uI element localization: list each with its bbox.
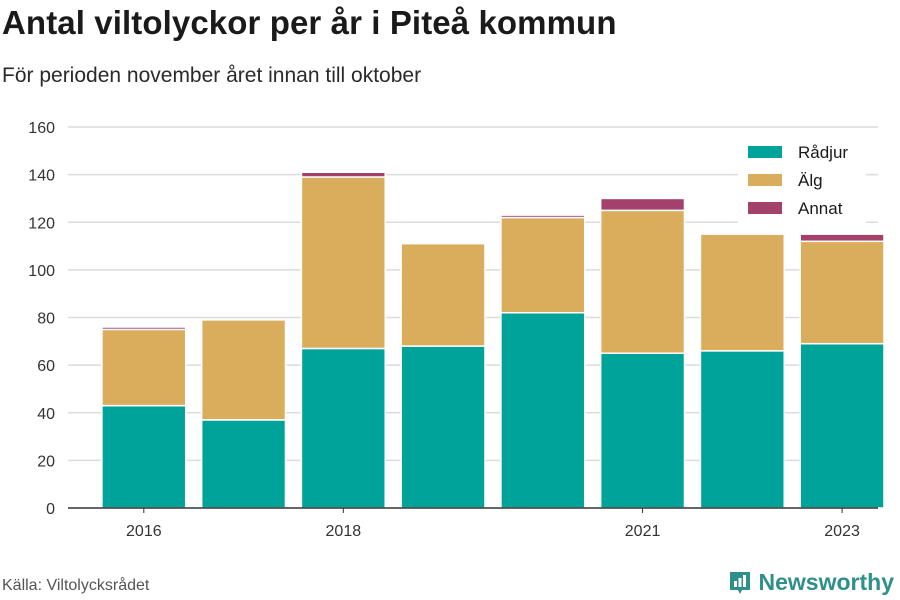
y-tick-label: 120 bbox=[28, 215, 55, 232]
bar-segment bbox=[799, 240, 885, 345]
brand-logo: Newsworthy bbox=[728, 569, 894, 596]
x-tick-label: 2016 bbox=[126, 523, 162, 540]
bar-segment bbox=[300, 176, 386, 350]
bar-segment bbox=[500, 311, 586, 509]
x-tick-label: 2021 bbox=[625, 523, 661, 540]
bar-segment bbox=[400, 242, 486, 347]
chart-subtitle: För perioden november året innan till ok… bbox=[2, 64, 422, 87]
y-tick-label: 0 bbox=[46, 501, 55, 518]
x-tick-label: 2018 bbox=[326, 523, 362, 540]
legend-swatch bbox=[748, 146, 782, 158]
legend-label: Annat bbox=[798, 199, 843, 218]
bar-segment bbox=[200, 319, 287, 421]
source-note: Källa: Viltolycksrådet bbox=[2, 577, 150, 594]
legend-label: Rådjur bbox=[798, 143, 848, 162]
brand-name: Newsworthy bbox=[758, 569, 894, 595]
x-tick-label: 2023 bbox=[824, 523, 860, 540]
y-tick-label: 60 bbox=[37, 358, 55, 375]
bar-segment bbox=[300, 347, 386, 509]
bar-segment bbox=[300, 171, 386, 178]
y-tick-label: 20 bbox=[37, 453, 55, 470]
legend-swatch bbox=[748, 174, 782, 186]
bar-segment bbox=[799, 233, 885, 243]
chart-title: Antal viltolyckor per år i Piteå kommun bbox=[2, 4, 617, 41]
axes: 0 20 40 60 80 100 120 140 160 2016 2018 2021 2023 bbox=[28, 120, 878, 540]
bar-segment bbox=[699, 233, 785, 352]
y-tick-label: 80 bbox=[37, 311, 55, 328]
bar-segment bbox=[101, 326, 187, 331]
bar-segment bbox=[799, 342, 885, 509]
bar-segment bbox=[400, 345, 486, 509]
bar-segment bbox=[101, 328, 187, 407]
legend: Rådjur Älg Annat bbox=[738, 138, 866, 224]
y-tick-label: 100 bbox=[28, 263, 55, 280]
bar-segment bbox=[500, 214, 586, 219]
bar-segment bbox=[599, 352, 686, 509]
y-tick-label: 40 bbox=[37, 406, 55, 423]
bar-segment bbox=[599, 197, 686, 212]
bar-segment bbox=[599, 209, 686, 354]
y-tick-label: 140 bbox=[28, 168, 55, 185]
y-tick-label: 160 bbox=[28, 120, 55, 137]
bar-segment bbox=[200, 419, 287, 509]
bar-segment bbox=[699, 350, 785, 509]
bars bbox=[101, 171, 885, 509]
bar-segment bbox=[101, 404, 187, 509]
legend-swatch bbox=[748, 202, 782, 214]
bar-segment bbox=[500, 216, 586, 314]
newsworthy-logo-icon bbox=[729, 571, 750, 594]
legend-label: Älg bbox=[798, 171, 823, 190]
